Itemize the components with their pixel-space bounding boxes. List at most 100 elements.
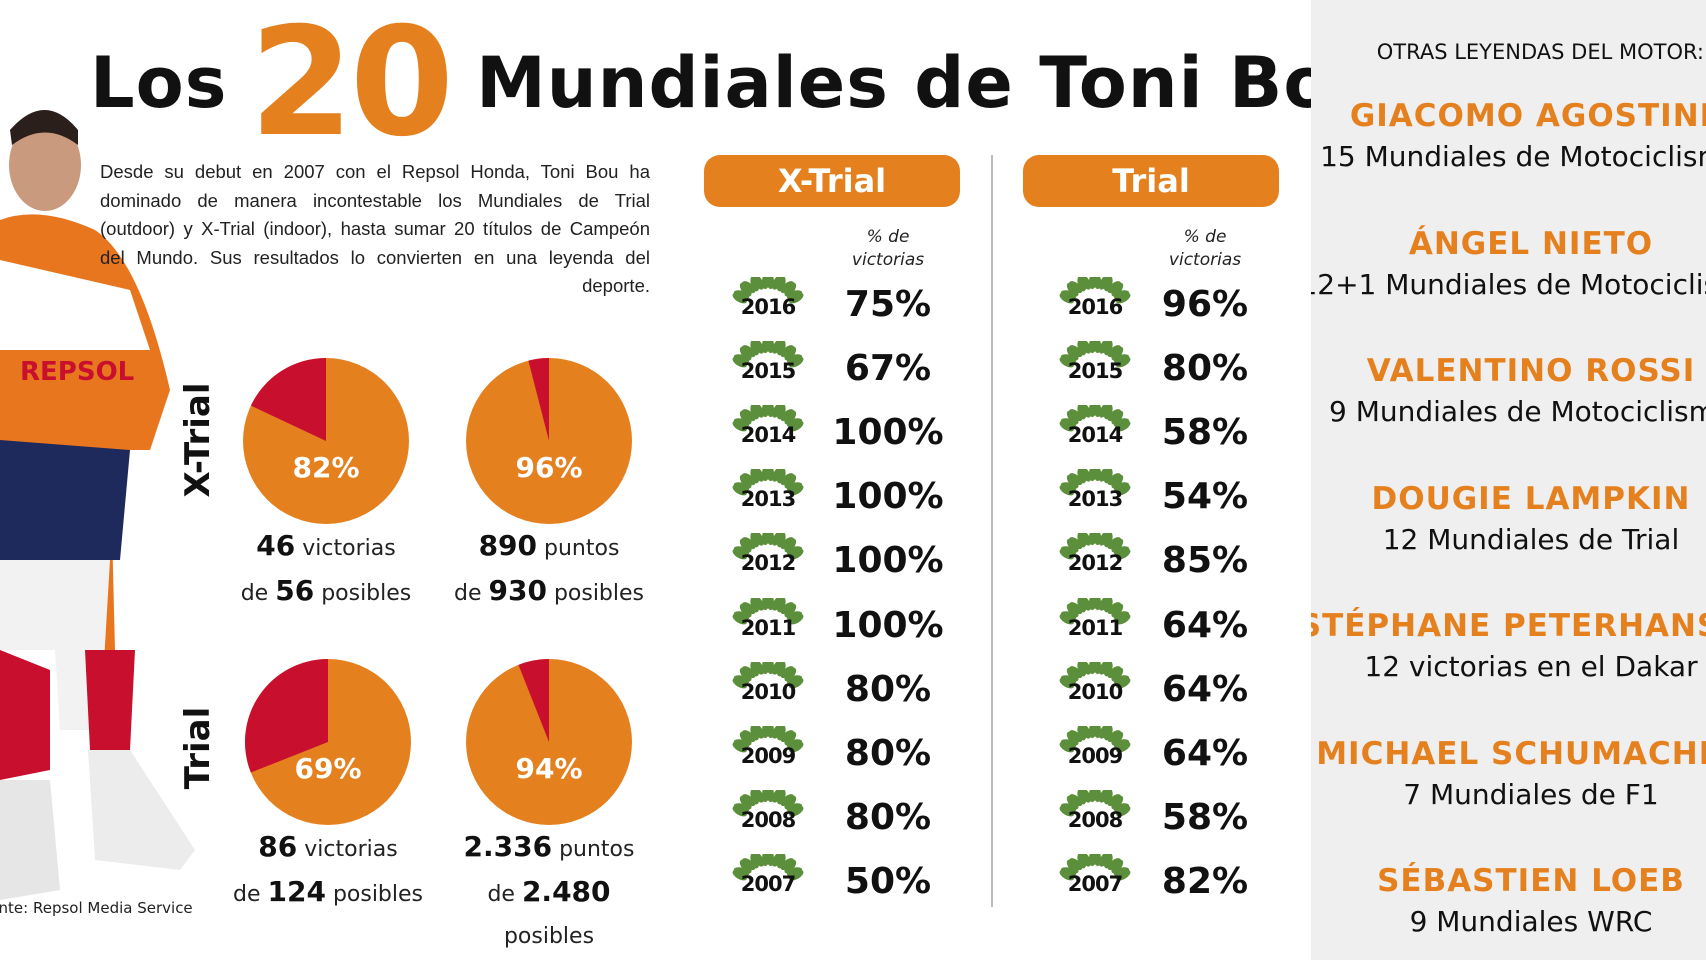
legend-name: DOUGIE LAMPKIN xyxy=(1371,480,1691,517)
stat-number: 2.336 xyxy=(463,830,553,863)
stat-unit: posibles xyxy=(332,882,424,907)
rider-photo: REPSOL xyxy=(0,90,200,900)
legend-entry: VALENTINO ROSSI 9 Mundiales de Motociclis… xyxy=(1311,353,1706,428)
year-label: 2012 xyxy=(740,551,796,576)
pie-label: 69% xyxy=(294,752,361,785)
legend-achievement: 15 Mundiales de Motociclismo xyxy=(1320,140,1706,173)
pct-label-line: victorias xyxy=(1168,250,1242,270)
win-percentage: 100% xyxy=(832,476,944,518)
legend-achievement: 7 Mundiales de F1 xyxy=(1403,777,1659,811)
year-laurel-badge: 2012 xyxy=(725,533,811,595)
stat-line-1: 46 victorias xyxy=(216,525,436,570)
stat-number: 46 xyxy=(256,529,296,562)
stat-number: 86 xyxy=(258,830,298,863)
pie-slice-rest xyxy=(518,659,549,742)
stat-unit: posibles xyxy=(321,581,412,606)
win-percentage: 58% xyxy=(1161,796,1249,838)
stat-unit: victorias xyxy=(304,837,398,862)
stat-line-1: 2.336 puntos xyxy=(439,826,659,871)
laurel-icon xyxy=(1059,341,1131,368)
year-laurel-badge: 2015 xyxy=(725,341,811,403)
year-label: 2009 xyxy=(1067,743,1123,768)
laurel-icon xyxy=(732,853,804,881)
year-label: 2014 xyxy=(740,423,796,448)
intro-paragraph: Desde su debut en 2007 con el Repsol Hon… xyxy=(100,161,650,296)
win-percentage: 75% xyxy=(844,284,932,325)
stat-total: 56 xyxy=(275,574,315,607)
source-credit: Fuente: Repsol Media Service xyxy=(0,899,193,917)
title-post: Mundiales de Toni Bou xyxy=(476,42,1384,124)
win-percentage: 82% xyxy=(1161,860,1249,902)
legend-achievement: 12 Mundiales de Trial xyxy=(1382,522,1680,556)
legend-name: VALENTINO ROSSI xyxy=(1366,353,1696,389)
xtrial-pct-label: % de victorias xyxy=(828,226,948,272)
year-laurel-badge: 2007 xyxy=(1052,853,1138,916)
year-label: 2016 xyxy=(1067,295,1123,319)
svg-text:REPSOL: REPSOL xyxy=(20,357,134,387)
trial-header: Trial xyxy=(1023,155,1279,207)
pie-slice-rest xyxy=(528,358,549,441)
trial-side-label: Trial xyxy=(178,706,218,790)
stat-line-2: de 930 posibles xyxy=(439,570,659,615)
year-label: 2009 xyxy=(740,743,796,768)
laurel-icon xyxy=(1059,725,1131,753)
win-percentage: 67% xyxy=(844,348,932,390)
laurel-icon xyxy=(1059,789,1131,817)
laurel-icon xyxy=(1059,469,1131,496)
year-laurel-badge: 2013 xyxy=(1052,469,1138,531)
stat-prefix: de xyxy=(232,882,261,907)
year-label: 2012 xyxy=(1067,551,1123,576)
stat-prefix: de xyxy=(240,581,269,606)
stat-line-2: de 124 posibles xyxy=(218,871,438,916)
year-laurel-badge: 2010 xyxy=(1052,661,1138,724)
win-percentage: 100% xyxy=(832,604,944,646)
pie-chart: 96% xyxy=(466,358,632,524)
laurel-icon xyxy=(1059,853,1131,881)
win-percentage: 80% xyxy=(844,732,932,774)
year-label: 2010 xyxy=(740,679,796,704)
xtrial-side-label: X-Trial xyxy=(178,382,218,498)
pie-chart: 82% xyxy=(243,358,409,524)
year-laurel-badge: 2011 xyxy=(1052,597,1138,660)
pie-chart: 69% xyxy=(245,659,411,825)
year-label: 2011 xyxy=(1067,615,1123,640)
pie-label: 82% xyxy=(292,451,359,484)
win-percentage: 100% xyxy=(832,540,944,582)
win-percentage: 64% xyxy=(1161,732,1249,774)
xtrial-header: X-Trial xyxy=(704,155,960,207)
win-percentage: 80% xyxy=(1161,348,1249,390)
column-divider xyxy=(991,155,993,907)
year-laurel-badge: 2007 xyxy=(725,853,811,916)
year-label: 2011 xyxy=(740,615,796,640)
year-label: 2007 xyxy=(1067,871,1123,896)
title-pre: Los xyxy=(90,42,228,124)
laurel-icon xyxy=(1059,277,1131,304)
legend-entry: SÉBASTIEN LOEB 9 Mundiales WRC xyxy=(1311,863,1706,938)
stat-prefix: de xyxy=(453,581,482,606)
year-laurel-badge: 2016 xyxy=(725,277,811,339)
other-legends-header: OTRAS LEYENDAS DEL MOTOR: xyxy=(1376,40,1704,64)
stat-unit: posibles xyxy=(553,581,645,606)
year-label: 2016 xyxy=(740,295,796,319)
pie-slice-rest xyxy=(245,659,328,773)
year-label: 2007 xyxy=(740,871,796,896)
laurel-icon xyxy=(1059,597,1131,624)
legend-achievement: 9 Mundiales WRC xyxy=(1409,905,1653,938)
legend-name: SÉBASTIEN LOEB xyxy=(1377,863,1685,899)
legend-name: ÁNGEL NIETO xyxy=(1408,225,1654,262)
year-label: 2013 xyxy=(1067,487,1123,512)
legend-achievement: 9 Mundiales de Motociclismo xyxy=(1329,395,1706,428)
pct-label-line: % de xyxy=(1183,227,1227,247)
year-laurel-badge: 2008 xyxy=(1052,789,1138,852)
win-percentage: 64% xyxy=(1161,604,1249,646)
laurel-icon xyxy=(732,405,804,432)
stat-line-1: 890 puntos xyxy=(439,525,659,570)
win-percentage: 58% xyxy=(1161,412,1249,454)
title-number: 20 xyxy=(249,0,454,170)
year-laurel-badge: 2015 xyxy=(1052,341,1138,403)
pie-stat: 890 puntos de 930 posibles xyxy=(439,525,659,615)
stat-unit: puntos xyxy=(559,837,635,862)
year-label: 2014 xyxy=(1067,423,1123,448)
win-percentage: 80% xyxy=(844,668,932,710)
stat-line-1: 86 victorias xyxy=(218,826,438,871)
